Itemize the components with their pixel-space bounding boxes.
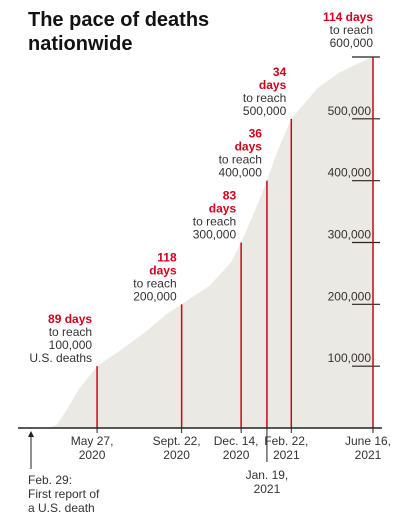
milestone-desc: to reach bbox=[49, 325, 92, 339]
chart-title: The pace of deaths nationwide bbox=[28, 9, 210, 55]
milestone-days: 114 days bbox=[323, 10, 373, 24]
milestone-days: 36 bbox=[249, 127, 263, 141]
milestone-desc: 500,000 bbox=[243, 104, 287, 118]
x-date-label: 2020 bbox=[79, 448, 106, 462]
arrow-icon bbox=[28, 431, 34, 437]
milestone-desc: to reach bbox=[133, 276, 176, 290]
x-date-label: Feb. 22, bbox=[264, 434, 308, 448]
x-date-label: First report of bbox=[28, 487, 100, 501]
x-date-label: 2021 bbox=[273, 448, 300, 462]
milestone-days: days bbox=[235, 140, 263, 154]
milestone-desc: 300,000 bbox=[193, 228, 237, 242]
milestone-desc: to reach bbox=[243, 91, 286, 105]
milestone-days: 89 days bbox=[48, 312, 92, 326]
milestone-desc: 400,000 bbox=[219, 166, 263, 180]
x-date-label: June 16, bbox=[345, 434, 391, 448]
y-tick-label: 400,000 bbox=[328, 166, 372, 180]
x-date-label: Sept. 22, bbox=[153, 434, 201, 448]
x-date-label: 2020 bbox=[163, 448, 190, 462]
x-date-label: 2020 bbox=[223, 448, 250, 462]
milestone-days: days bbox=[259, 78, 287, 92]
milestone-desc: U.S. deaths bbox=[29, 351, 92, 365]
y-tick-label: 200,000 bbox=[328, 289, 372, 303]
milestone-days: days bbox=[209, 202, 237, 216]
milestone-desc: 100,000 bbox=[49, 338, 93, 352]
x-date-label: May 27, bbox=[71, 434, 114, 448]
x-date-label: a U.S. death bbox=[28, 501, 95, 515]
x-date-label: Jan. 19, bbox=[246, 468, 289, 482]
y-tick-label: 300,000 bbox=[328, 228, 372, 242]
y-tick-label: 100,000 bbox=[328, 351, 372, 365]
milestone-desc: to reach bbox=[330, 23, 373, 37]
x-date-label: 2021 bbox=[355, 448, 382, 462]
area-series bbox=[34, 57, 373, 428]
milestone-days: 83 bbox=[223, 189, 237, 203]
milestone-desc: to reach bbox=[219, 153, 262, 167]
milestone-days: 34 bbox=[273, 65, 287, 79]
milestone-days: 118 bbox=[157, 250, 177, 264]
x-date-label: 2021 bbox=[254, 482, 281, 496]
milestone-desc: to reach bbox=[193, 215, 236, 229]
milestone-desc: 200,000 bbox=[133, 289, 177, 303]
milestone-desc: 600,000 bbox=[330, 36, 374, 50]
x-date-label: Feb. 29: bbox=[28, 473, 72, 487]
y-tick-label: 500,000 bbox=[328, 104, 372, 118]
x-date-label: Dec. 14, bbox=[214, 434, 259, 448]
milestone-days: days bbox=[149, 263, 177, 277]
